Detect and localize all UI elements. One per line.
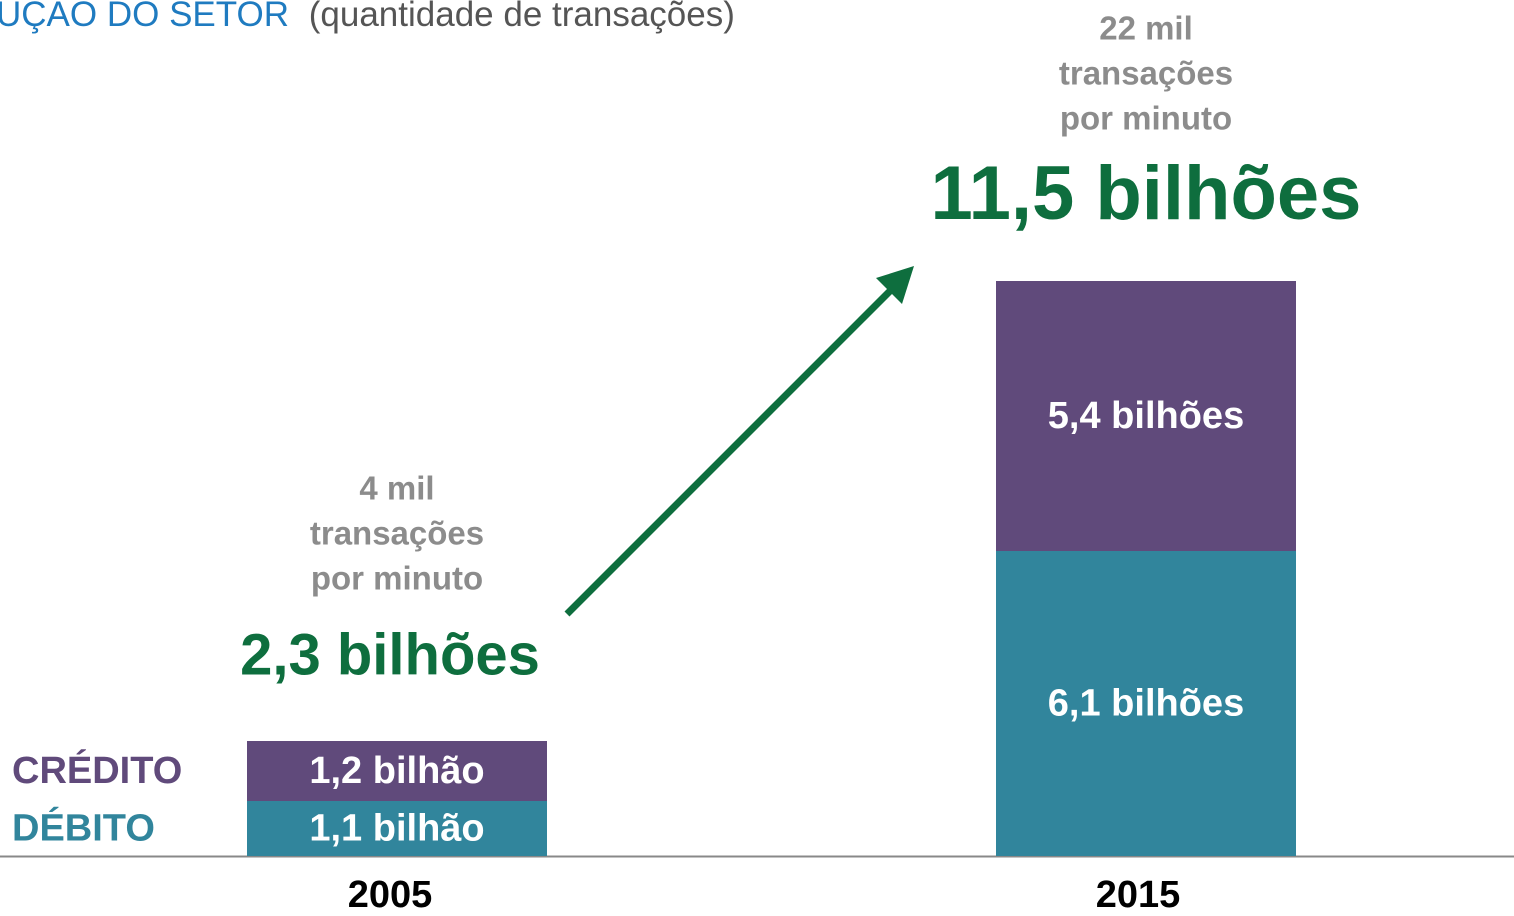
x-tick-label: 2015 bbox=[1096, 874, 1181, 916]
annotation: por minuto bbox=[311, 560, 483, 597]
bar-segment bbox=[996, 551, 1296, 856]
arrow-head bbox=[876, 266, 914, 304]
x-tick-label: 2005 bbox=[348, 874, 433, 916]
legend-label: DÉBITO bbox=[12, 806, 155, 850]
legend-label: CRÉDITO bbox=[12, 748, 182, 792]
growth-arrow bbox=[564, 278, 903, 617]
annotation: transações bbox=[1059, 55, 1233, 92]
annotation: 22 mil bbox=[1099, 10, 1193, 47]
annotation: 4 mil bbox=[359, 470, 434, 507]
chart-subtitle: (quantidade de transações) bbox=[309, 0, 735, 34]
annotation: por minuto bbox=[1060, 100, 1232, 137]
bar-segment bbox=[247, 741, 547, 801]
chart-heading: UÇÃO DO SETOR (quantidade de transações) bbox=[0, 0, 735, 34]
segment-label: 1,2 bilhão bbox=[309, 750, 484, 792]
total-label: 11,5 bilhões bbox=[931, 151, 1362, 236]
chart-title: UÇÃO DO SETOR bbox=[0, 0, 289, 34]
annotation: transações bbox=[310, 515, 484, 552]
bar-segment bbox=[996, 281, 1296, 551]
bar-segment bbox=[247, 801, 547, 856]
total-label: 2,3 bilhões bbox=[240, 622, 540, 687]
segment-label: 6,1 bilhões bbox=[1048, 683, 1244, 725]
segment-label: 1,1 bilhão bbox=[309, 808, 484, 850]
segment-label: 5,4 bilhões bbox=[1048, 395, 1244, 437]
